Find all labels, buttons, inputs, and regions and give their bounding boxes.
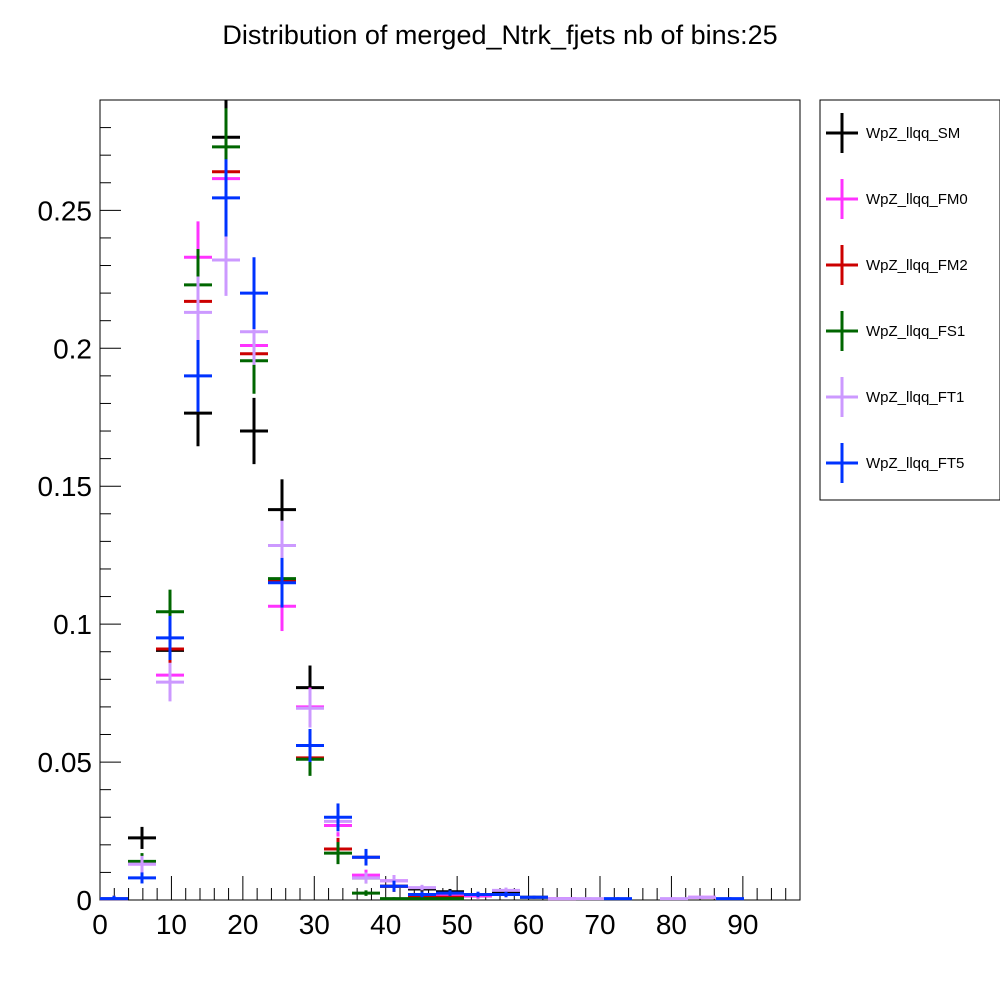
data-point (408, 891, 436, 898)
data-point (380, 897, 408, 901)
data-point (576, 897, 604, 901)
data-point (492, 891, 520, 898)
data-point (184, 276, 212, 349)
axes: 0 10 20 30 40 50 60 70 80 90 0 0.05 0.1 0.15 0.2 0.25 (38, 127, 801, 940)
series-WpZ_llqq_FM0 (100, 140, 716, 901)
legend-label: WpZ_llqq_FM0 (866, 191, 968, 208)
y-tick-label: 0.25 (38, 195, 93, 226)
chart-title: Distribution of merged_Ntrk_fjets nb of … (222, 20, 777, 50)
legend-entry: WpZ_llqq_FT1 (826, 377, 964, 417)
legend-label: WpZ_llqq_FT5 (866, 455, 964, 472)
data-point (520, 895, 548, 899)
data-point (296, 688, 324, 728)
data-point (128, 855, 156, 873)
legend-entry: WpZ_llqq_SM (826, 113, 960, 153)
legend-label: WpZ_llqq_SM (866, 125, 960, 142)
data-point (156, 615, 184, 660)
data-series (100, 100, 744, 901)
data-point (352, 872, 380, 884)
data-point (548, 897, 576, 901)
legend-entry: WpZ_llqq_FT5 (826, 443, 964, 483)
legend-box (819, 99, 1000, 501)
x-tick-label: 40 (370, 909, 401, 940)
data-point (464, 891, 492, 898)
y-tick-label: 0 (76, 885, 92, 916)
data-point (604, 897, 632, 901)
data-point (156, 662, 184, 702)
data-point (128, 872, 156, 884)
data-point (240, 257, 268, 329)
series-WpZ_llqq_SM (100, 100, 548, 901)
data-point (324, 803, 352, 832)
legend-label: WpZ_llqq_FS1 (866, 323, 965, 340)
x-tick-label: 0 (92, 909, 108, 940)
x-tick-label: 90 (727, 909, 758, 940)
y-tick-label: 0.2 (53, 333, 92, 364)
data-point (408, 884, 436, 891)
x-tick-label: 10 (156, 909, 187, 940)
legend-entry: WpZ_llqq_FM0 (826, 179, 968, 219)
legend-entry: WpZ_llqq_FM2 (826, 245, 968, 285)
data-point (212, 159, 240, 237)
x-tick-label: 20 (227, 909, 258, 940)
data-point (716, 897, 744, 901)
legend-entry: WpZ_llqq_FS1 (826, 311, 965, 351)
series-WpZ_llqq_FT5 (100, 159, 744, 901)
x-tick-label: 80 (656, 909, 687, 940)
data-point (436, 890, 464, 896)
plot-frame (99, 99, 801, 901)
data-point (408, 897, 436, 901)
data-point (436, 897, 464, 901)
data-point (688, 895, 716, 899)
data-point (184, 340, 212, 412)
data-point (296, 728, 324, 763)
legend: WpZ_llqq_SM WpZ_llqq_FM0 WpZ_llqq_FM2 WpZ_l… (819, 99, 1000, 501)
legend-label: WpZ_llqq_FM2 (866, 257, 968, 274)
series-WpZ_llqq_FT1 (100, 224, 716, 901)
data-point (100, 895, 128, 901)
x-tick-label: 30 (299, 909, 330, 940)
x-tick-label: 60 (513, 909, 544, 940)
data-point (268, 557, 296, 608)
data-point (660, 897, 688, 901)
data-point (380, 880, 408, 892)
y-tick-label: 0.05 (38, 747, 93, 778)
y-tick-label: 0.1 (53, 609, 92, 640)
x-tick-label: 70 (584, 909, 615, 940)
data-point (324, 842, 352, 865)
y-tick-label: 0.15 (38, 471, 93, 502)
legend-label: WpZ_llqq_FT1 (866, 389, 964, 406)
data-point (240, 397, 268, 465)
data-point (352, 848, 380, 866)
x-tick-label: 50 (442, 909, 473, 940)
data-point (352, 890, 380, 896)
data-point (128, 826, 156, 849)
